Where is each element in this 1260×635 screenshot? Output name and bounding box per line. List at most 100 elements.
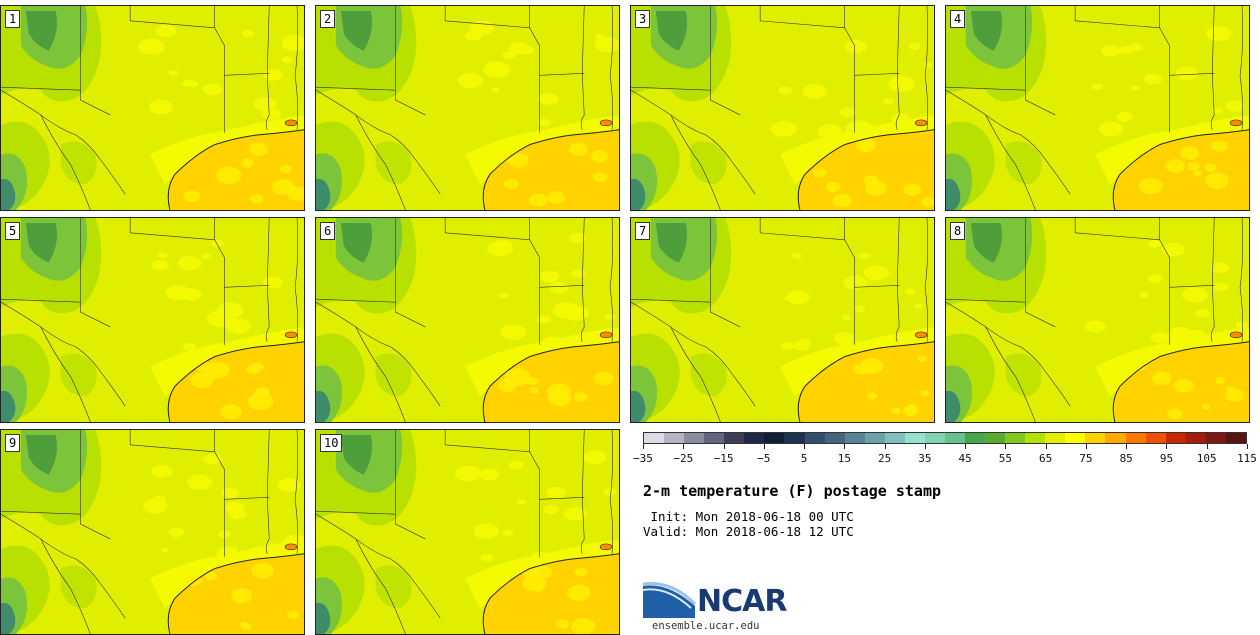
colorbar-tick [683, 444, 685, 449]
colorbar-swatch [1125, 433, 1146, 443]
colorbar-tick-label: −15 [713, 452, 734, 465]
colorbar-swatch [1025, 433, 1046, 443]
colorbar-swatch [684, 433, 705, 443]
temperature-map [1, 218, 304, 422]
colorbar-tick [965, 444, 967, 449]
colorbar-tick [1085, 444, 1087, 449]
member-number-label: 3 [635, 10, 651, 28]
colorbar-tick [1045, 444, 1047, 449]
colorbar-swatch [924, 433, 945, 443]
colorbar-swatch [664, 433, 685, 443]
member-number-label: 5 [5, 222, 21, 240]
temperature-map [1, 430, 304, 634]
temperature-map [316, 218, 619, 422]
ensemble-member-panel-2[interactable]: 2 [315, 5, 620, 211]
colorbar-swatch [844, 433, 865, 443]
colorbar-tick-label: 55 [998, 452, 1013, 465]
ensemble-member-panel-9[interactable]: 9 [0, 429, 305, 635]
colorbar-swatch [1005, 433, 1026, 443]
colorbar-tick [1166, 444, 1168, 449]
colorbar-swatch [1065, 433, 1086, 443]
colorbar-swatch [704, 433, 725, 443]
colorbar-tick [643, 444, 644, 449]
colorbar-tick [1206, 444, 1208, 449]
colorbar-ticks: −35 −25 −15 −5 5 15 25 35 45 55 65 75 85 95 105 115 [633, 444, 1257, 468]
ensemble-member-panel-10[interactable]: 10 [315, 429, 620, 635]
colorbar-tick [1005, 444, 1007, 449]
colorbar-swatch [1045, 433, 1066, 443]
ensemble-url: ensemble.ucar.edu [652, 620, 760, 632]
ensemble-member-panel-1[interactable]: 1 [0, 5, 305, 211]
colorbar-swatch [644, 433, 665, 443]
member-number-label: 2 [320, 10, 336, 28]
temperature-map [1, 6, 304, 210]
ensemble-member-panel-4[interactable]: 4 [945, 5, 1250, 211]
temperature-map [631, 6, 934, 210]
colorbar-swatch [1225, 433, 1246, 443]
ensemble-member-panel-6[interactable]: 6 [315, 217, 620, 423]
colorbar-tick [844, 444, 846, 449]
ensemble-member-panel-7[interactable]: 7 [630, 217, 935, 423]
temperature-map [631, 218, 934, 422]
member-number-label: 6 [320, 222, 336, 240]
colorbar-swatch [1185, 433, 1206, 443]
init-time: Init: Mon 2018-06-18 00 UTC [643, 509, 854, 524]
colorbar-swatch [1165, 433, 1186, 443]
member-number-label: 9 [5, 434, 21, 452]
member-number-label: 7 [635, 222, 651, 240]
colorbar-swatch [1105, 433, 1126, 443]
ncar-logo-text: NCAR [697, 584, 787, 619]
colorbar-swatch [1145, 433, 1166, 443]
colorbar-swatch [824, 433, 845, 443]
colorbar-tick-label: 45 [958, 452, 972, 465]
ensemble-member-panel-3[interactable]: 3 [630, 5, 935, 211]
ncar-logo-icon [643, 581, 697, 618]
member-number-label: 1 [5, 10, 21, 28]
member-number-label: 4 [950, 10, 966, 28]
colorbar-tick [723, 444, 725, 449]
colorbar-tick-label: 115 [1237, 452, 1257, 465]
colorbar-swatch [904, 433, 925, 443]
colorbar-tick-label: 35 [918, 452, 932, 465]
colorbar-swatch [965, 433, 986, 443]
colorbar-swatch [985, 433, 1006, 443]
colorbar-swatch [1085, 433, 1106, 443]
temperature-map [946, 218, 1249, 422]
colorbar-swatch [1205, 433, 1226, 443]
temperature-map [316, 430, 619, 634]
colorbar-swatch [764, 433, 785, 443]
colorbar-tick [884, 444, 886, 449]
colorbar-swatch [864, 433, 885, 443]
member-number-label: 8 [950, 222, 966, 240]
colorbar-tick [804, 444, 806, 449]
temperature-map [316, 6, 619, 210]
colorbar-tick-label: 85 [1119, 452, 1133, 465]
colorbar-tick-label: 25 [877, 452, 892, 465]
temperature-map [946, 6, 1249, 210]
colorbar-tick-label: −5 [757, 452, 771, 465]
colorbar-swatch [744, 433, 765, 443]
colorbar-tick [1247, 444, 1248, 449]
colorbar-tick [763, 444, 765, 449]
colorbar-tick-label: 75 [1079, 452, 1093, 465]
colorbar-swatch [724, 433, 745, 443]
ensemble-member-panel-8[interactable]: 8 [945, 217, 1250, 423]
colorbar-tick-label: 105 [1196, 452, 1217, 465]
member-number-label: 10 [320, 434, 343, 452]
colorbar-tick-label: 65 [1039, 452, 1053, 465]
plot-title: 2-m temperature (F) postage stamp [643, 482, 942, 500]
colorbar-swatch [804, 433, 825, 443]
colorbar-tick-label: −35 [633, 452, 653, 465]
colorbar-swatch [944, 433, 965, 443]
temperature-colorbar [643, 432, 1247, 444]
colorbar-tick-label: 5 [800, 452, 808, 465]
colorbar-tick-label: 95 [1159, 452, 1174, 465]
colorbar-swatch [784, 433, 805, 443]
colorbar-tick-label: 15 [837, 452, 851, 465]
valid-time: Valid: Mon 2018-06-18 12 UTC [643, 524, 854, 539]
colorbar-tick [924, 444, 926, 449]
colorbar-tick [1126, 444, 1128, 449]
colorbar-tick-label: −25 [673, 452, 694, 465]
colorbar-swatch [884, 433, 905, 443]
ensemble-member-panel-5[interactable]: 5 [0, 217, 305, 423]
